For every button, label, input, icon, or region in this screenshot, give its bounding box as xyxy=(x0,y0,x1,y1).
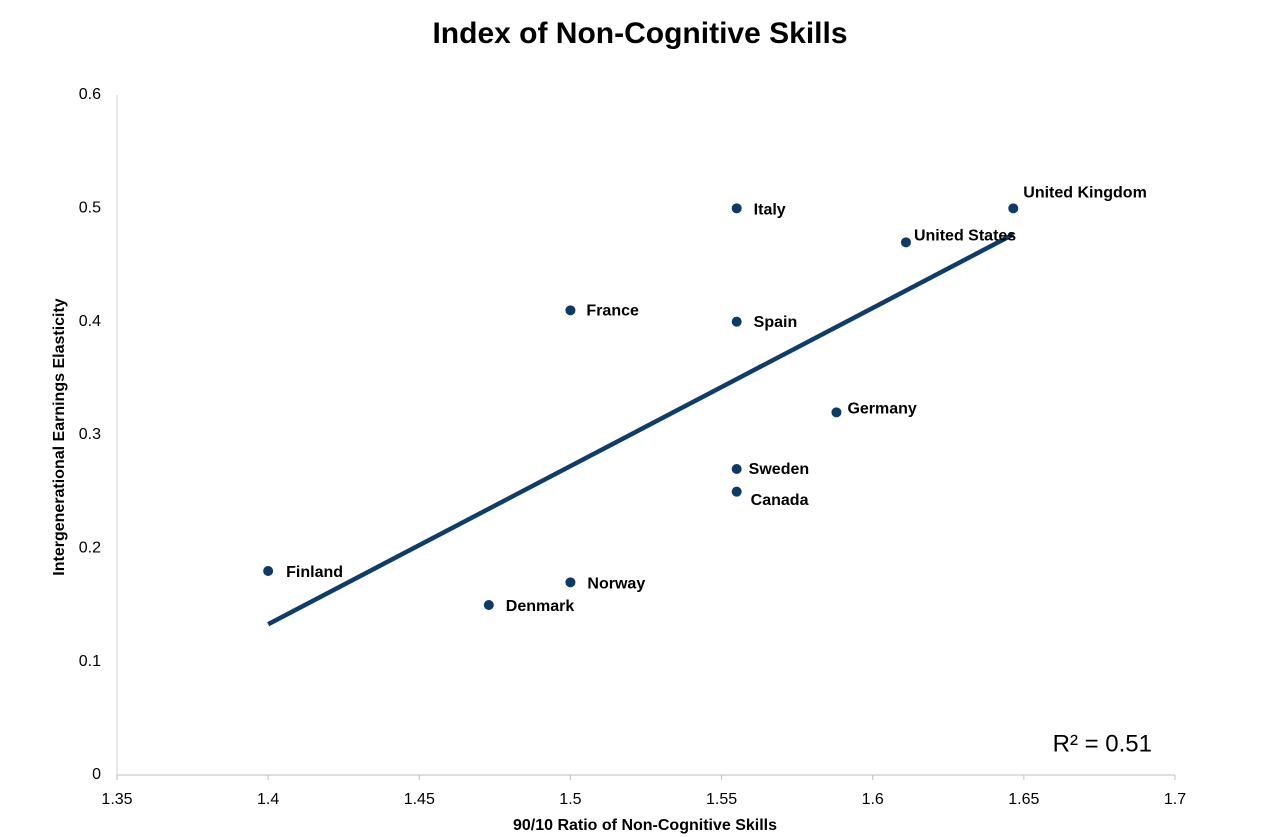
point xyxy=(900,237,911,248)
trendline xyxy=(267,232,1015,627)
point-label: Denmark xyxy=(506,598,575,615)
y-tick-label: 0.6 xyxy=(79,86,101,103)
chart-title: Index of Non-Cognitive Skills xyxy=(432,17,847,50)
point xyxy=(565,305,576,316)
point-label: United States xyxy=(914,228,1016,245)
point-label: Spain xyxy=(754,314,798,331)
point-label: Canada xyxy=(751,492,809,509)
x-tick-label: 1.65 xyxy=(1008,791,1039,808)
point xyxy=(483,600,494,610)
point xyxy=(565,577,576,588)
point xyxy=(731,486,742,497)
point xyxy=(731,316,742,327)
point-label: France xyxy=(586,303,639,320)
y-tick-label: 0.2 xyxy=(79,540,101,557)
point xyxy=(263,566,274,576)
point xyxy=(731,464,742,474)
x-tick-label: 1.4 xyxy=(257,791,279,808)
point-label: United Kingdom xyxy=(1023,185,1147,202)
y-tick-label: 0.5 xyxy=(79,200,101,217)
x-tick-label: 1.55 xyxy=(706,791,737,808)
y-axis-label: Intergenerational Earnings Elasticity xyxy=(51,298,68,576)
point-label: Sweden xyxy=(749,461,809,478)
point xyxy=(831,407,842,418)
x-tick-label: 1.6 xyxy=(862,791,884,808)
r-squared: R² = 0.51 xyxy=(1053,730,1152,757)
y-tick-label: 0.3 xyxy=(79,426,101,443)
point-label: Norway xyxy=(587,576,645,593)
x-tick-label: 1.35 xyxy=(101,791,132,808)
point xyxy=(1008,203,1019,214)
y-tick-label: 0.4 xyxy=(79,313,101,330)
point xyxy=(731,203,742,214)
y-tick-label: 0 xyxy=(92,766,101,783)
x-axis-label: 90/10 Ratio of Non-Cognitive Skills xyxy=(513,817,777,834)
x-tick-label: 1.45 xyxy=(404,791,435,808)
x-tick-label: 1.5 xyxy=(559,791,581,808)
x-tick-label: 1.7 xyxy=(1164,791,1186,808)
y-tick-label: 0.1 xyxy=(79,653,101,670)
point-label: Germany xyxy=(847,401,916,418)
point-label: Italy xyxy=(754,202,786,219)
point-label: Finland xyxy=(286,564,343,581)
